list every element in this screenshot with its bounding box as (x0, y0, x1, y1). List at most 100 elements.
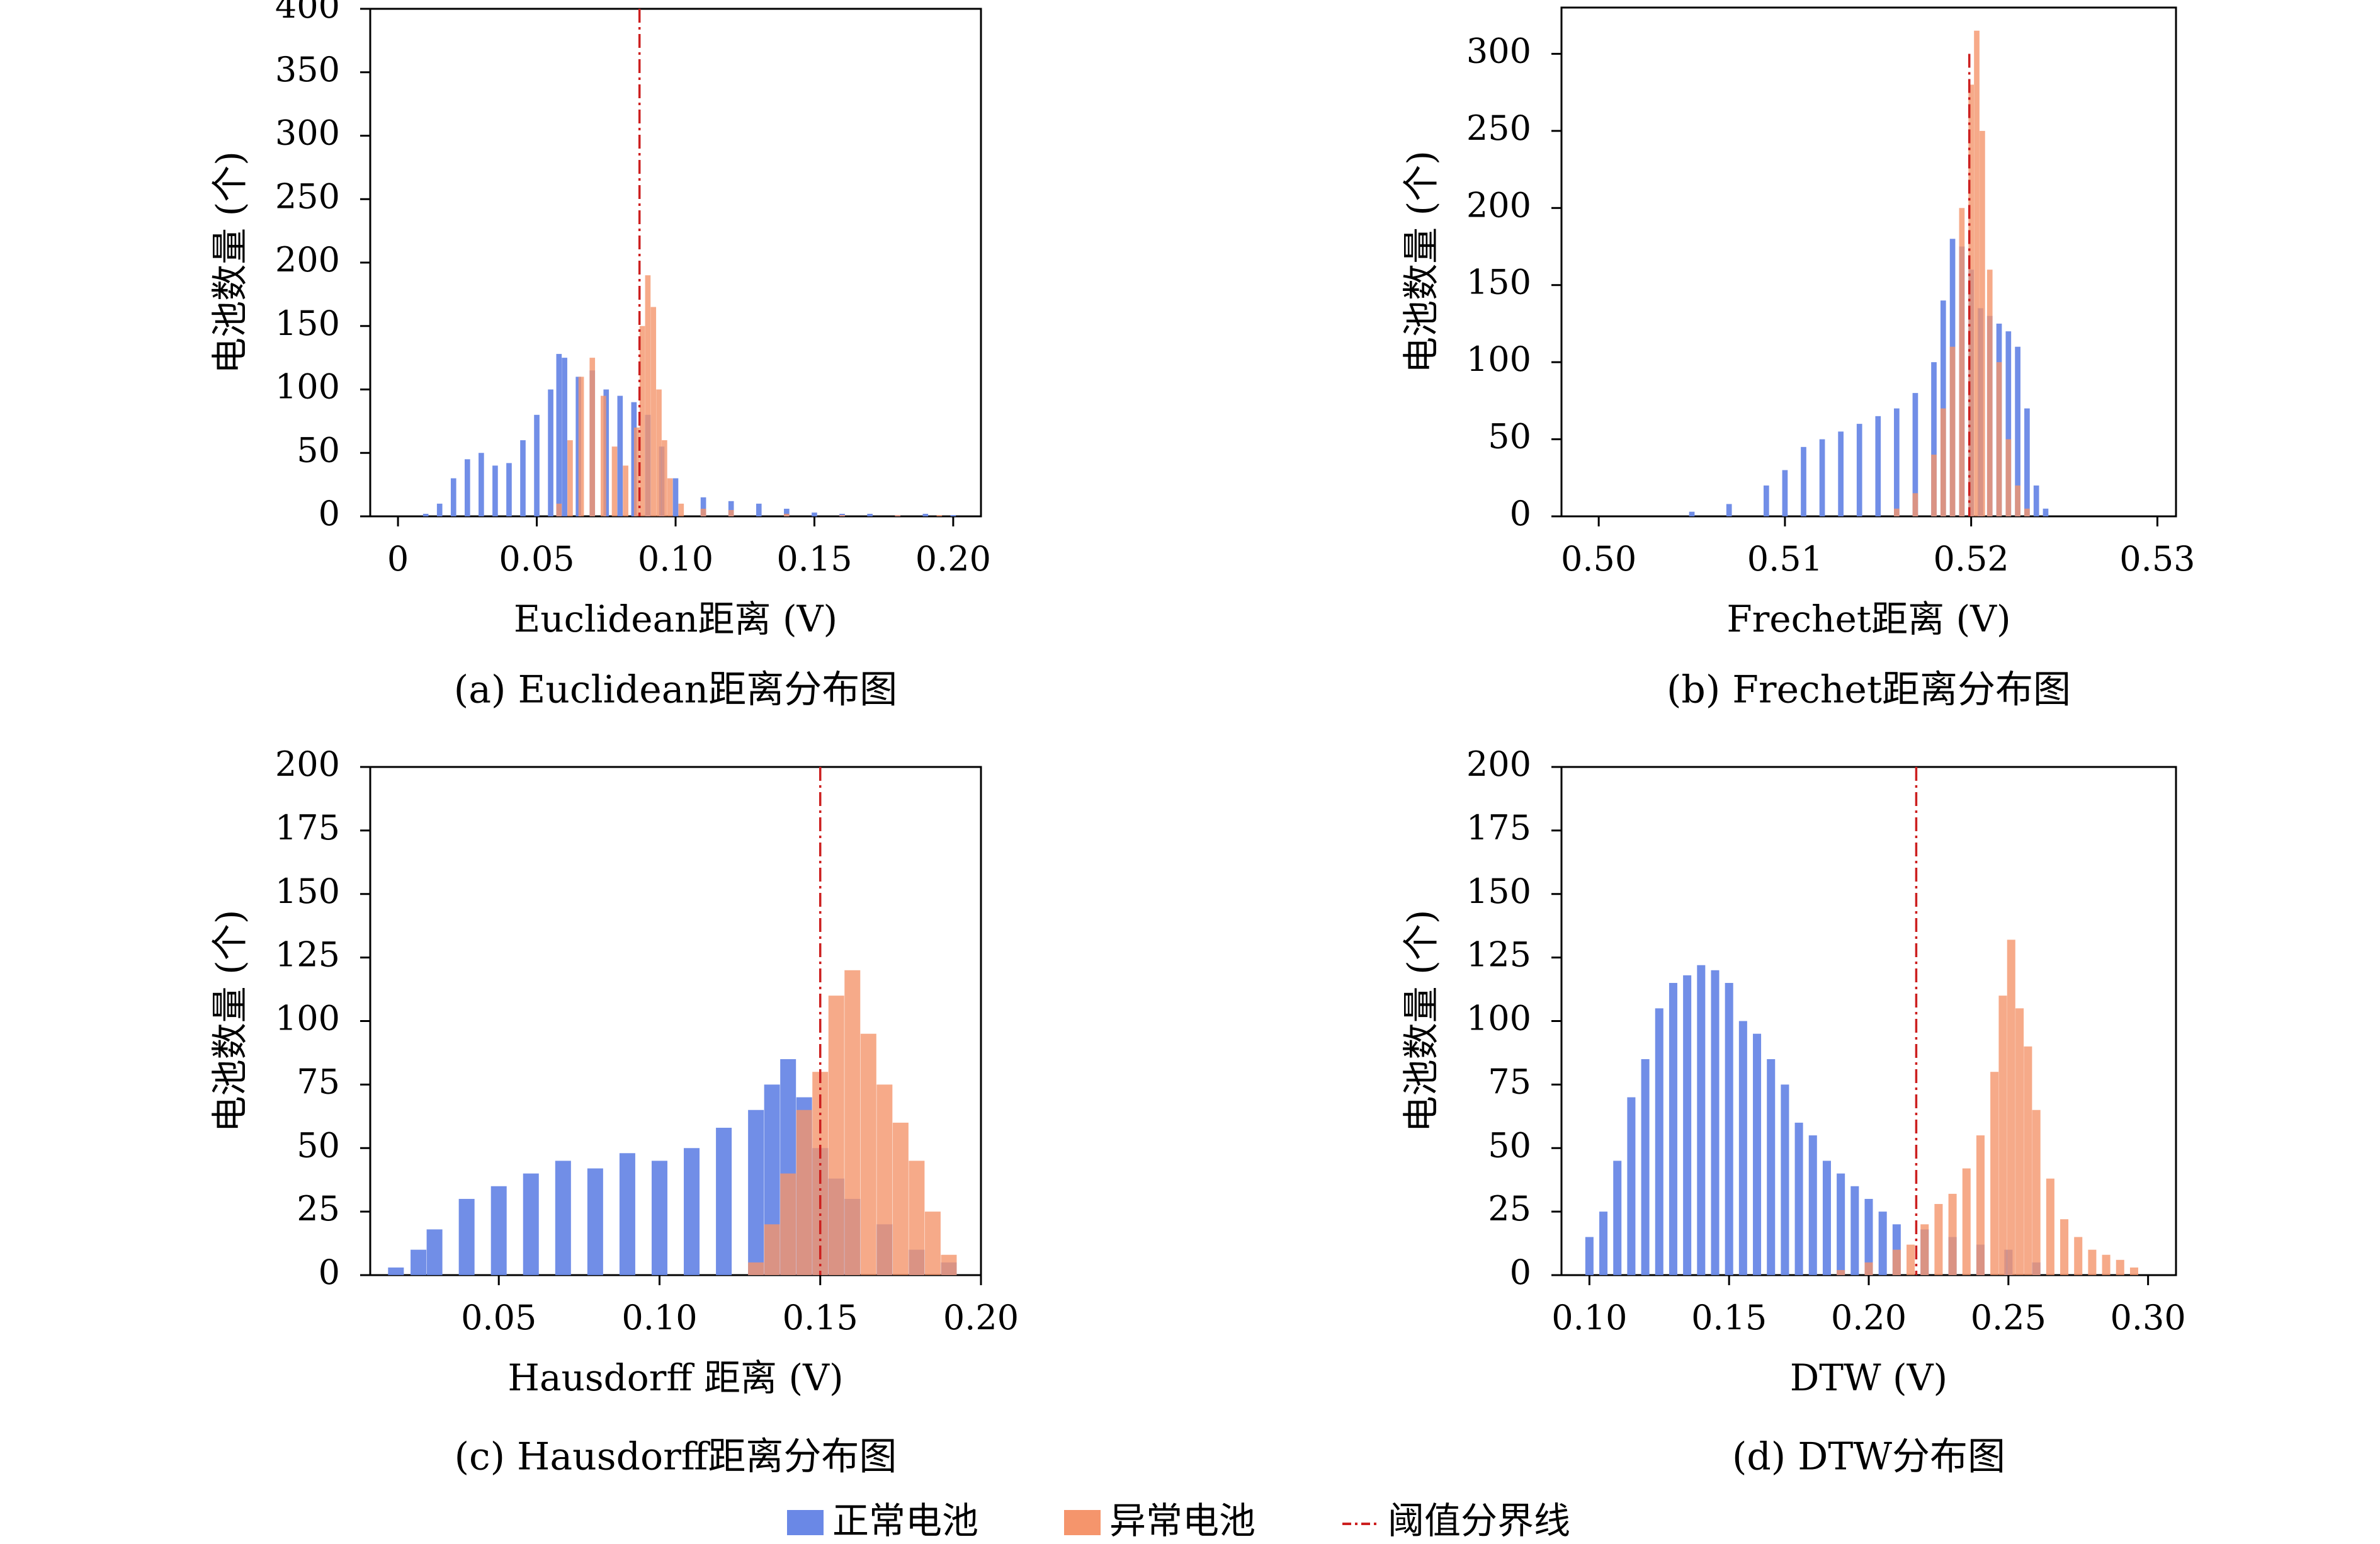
abnormal-bar (2007, 939, 2015, 1275)
y-tick-label: 0 (1510, 1252, 1531, 1292)
abnormal-bar (909, 1161, 925, 1275)
y-tick-label: 25 (1488, 1189, 1531, 1229)
x-tick-label: 0.15 (776, 539, 852, 579)
normal-bar (1655, 1008, 1663, 1275)
normal-series (422, 354, 956, 516)
abnormal-series (1894, 30, 2030, 516)
y-tick-label: 100 (275, 999, 340, 1038)
abnormal-bar (2129, 1267, 2138, 1275)
normal-bar (506, 463, 512, 516)
y-axis-label: 电池数量 (个) (1400, 910, 1442, 1133)
normal-bar (1683, 975, 1692, 1275)
abnormal-bar (2102, 1254, 2111, 1275)
normal-bar (1763, 485, 1769, 516)
abnormal-bar (1968, 84, 1975, 516)
normal-bar (728, 501, 734, 516)
abnormal-bar (796, 1110, 812, 1275)
y-tick-label: 175 (275, 808, 340, 848)
abnormal-bar (1976, 1135, 1985, 1275)
x-axis-label: Hausdorff 距离 (V) (507, 1356, 843, 1399)
normal-bar (1819, 439, 1825, 516)
normal-bar (1599, 1212, 1608, 1275)
abnormal-bar (1986, 270, 1993, 516)
abnormal-bar (700, 508, 706, 516)
abnormal-bar (1940, 408, 1946, 516)
abnormal-bar (748, 1262, 764, 1275)
abnormal-bar (2005, 439, 2012, 516)
normal-bar (867, 513, 873, 516)
normal-bar (756, 503, 762, 516)
normal-bar (1822, 1161, 1831, 1275)
y-tick-label: 150 (275, 304, 340, 343)
normal-bar (426, 1229, 443, 1275)
y-tick-label: 150 (1466, 263, 1531, 302)
normal-bar (523, 1173, 539, 1275)
normal-bar (1689, 511, 1695, 516)
abnormal-bar (828, 996, 844, 1275)
abnormal-series (1837, 939, 2138, 1275)
legend-abnormal-label: 异常电池 (1109, 1499, 1255, 1542)
y-tick-label: 0 (319, 1252, 340, 1292)
normal-bar (490, 1186, 507, 1275)
abnormal-bar (1934, 1204, 1943, 1275)
y-tick-label: 250 (1466, 108, 1531, 148)
normal-bar (1864, 1198, 1873, 1275)
normal-bar (2015, 346, 2020, 516)
normal-bar (651, 1161, 667, 1275)
abnormal-bar (1892, 1249, 1901, 1275)
abnormal-bar (567, 440, 573, 516)
panel-caption: (b) Frechet距离分布图 (1667, 668, 2071, 712)
legend-abnormal-swatch (1064, 1510, 1101, 1535)
chart-panel-b: 0.50 0.51 0.52 0.53 0 50 100 150 200 250 300 Freche… (1400, 6, 2196, 712)
normal-bar (556, 354, 562, 516)
abnormal-bar (1864, 1262, 1873, 1275)
legend-threshold-label: 阈值分界线 (1388, 1499, 1570, 1542)
y-tick-label: 200 (1466, 744, 1531, 784)
abnormal-bar (895, 514, 901, 516)
chart-panel-c: 0.05 0.10 0.15 0.20 0 25 50 75 100 125 150 175 200 Ha… (208, 744, 1019, 1479)
normal-bar (1912, 393, 1918, 516)
abnormal-bar (839, 514, 845, 516)
abnormal-bar (892, 1122, 909, 1275)
normal-bar (1711, 970, 1720, 1275)
x-tick-label: 0.53 (2119, 539, 2195, 579)
normal-bar (479, 453, 484, 516)
y-tick-label: 200 (1466, 185, 1531, 225)
abnormal-bar (936, 514, 943, 516)
normal-bar (617, 395, 623, 516)
normal-bar (458, 1198, 475, 1275)
abnormal-bar (1998, 996, 2007, 1275)
abnormal-bar (2088, 1249, 2097, 1275)
abnormal-bar (2074, 1237, 2083, 1275)
abnormal-bar (1949, 346, 1956, 516)
normal-bar (1794, 1122, 1803, 1275)
normal-bar (672, 478, 679, 516)
normal-bar (1738, 1021, 1747, 1275)
abnormal-bar (2060, 1219, 2069, 1275)
abnormal-bar (876, 1084, 893, 1275)
y-tick-label: 75 (297, 1062, 340, 1101)
abnormal-bar (578, 377, 584, 516)
y-tick-label: 175 (1466, 808, 1531, 848)
normal-bar (548, 389, 553, 516)
normal-bar (1767, 1059, 1776, 1275)
abnormal-bar (2046, 1178, 2054, 1275)
normal-bar (700, 497, 706, 516)
x-tick-label: 0.25 (1971, 1298, 2046, 1337)
normal-bar (388, 1267, 404, 1275)
y-tick-label: 0 (1510, 494, 1531, 533)
abnormal-bar (1931, 455, 1937, 516)
chart-panel-a: 0 0.05 0.10 0.15 0.20 0 50 100 150 200 250 300 350 40… (208, 0, 991, 712)
x-tick-label: 0.30 (2111, 1298, 2186, 1337)
abnormal-bar (645, 275, 651, 516)
normal-bar (2005, 331, 2012, 516)
abnormal-bar (662, 440, 667, 516)
x-axis-label: DTW (V) (1790, 1356, 1947, 1399)
normal-bar (812, 512, 817, 516)
y-tick-label: 350 (275, 50, 340, 89)
normal-bar (784, 508, 790, 516)
normal-bar (1838, 431, 1844, 516)
y-tick-label: 300 (1466, 31, 1531, 71)
abnormal-bar (667, 478, 673, 516)
abnormal-bar (924, 1212, 941, 1275)
